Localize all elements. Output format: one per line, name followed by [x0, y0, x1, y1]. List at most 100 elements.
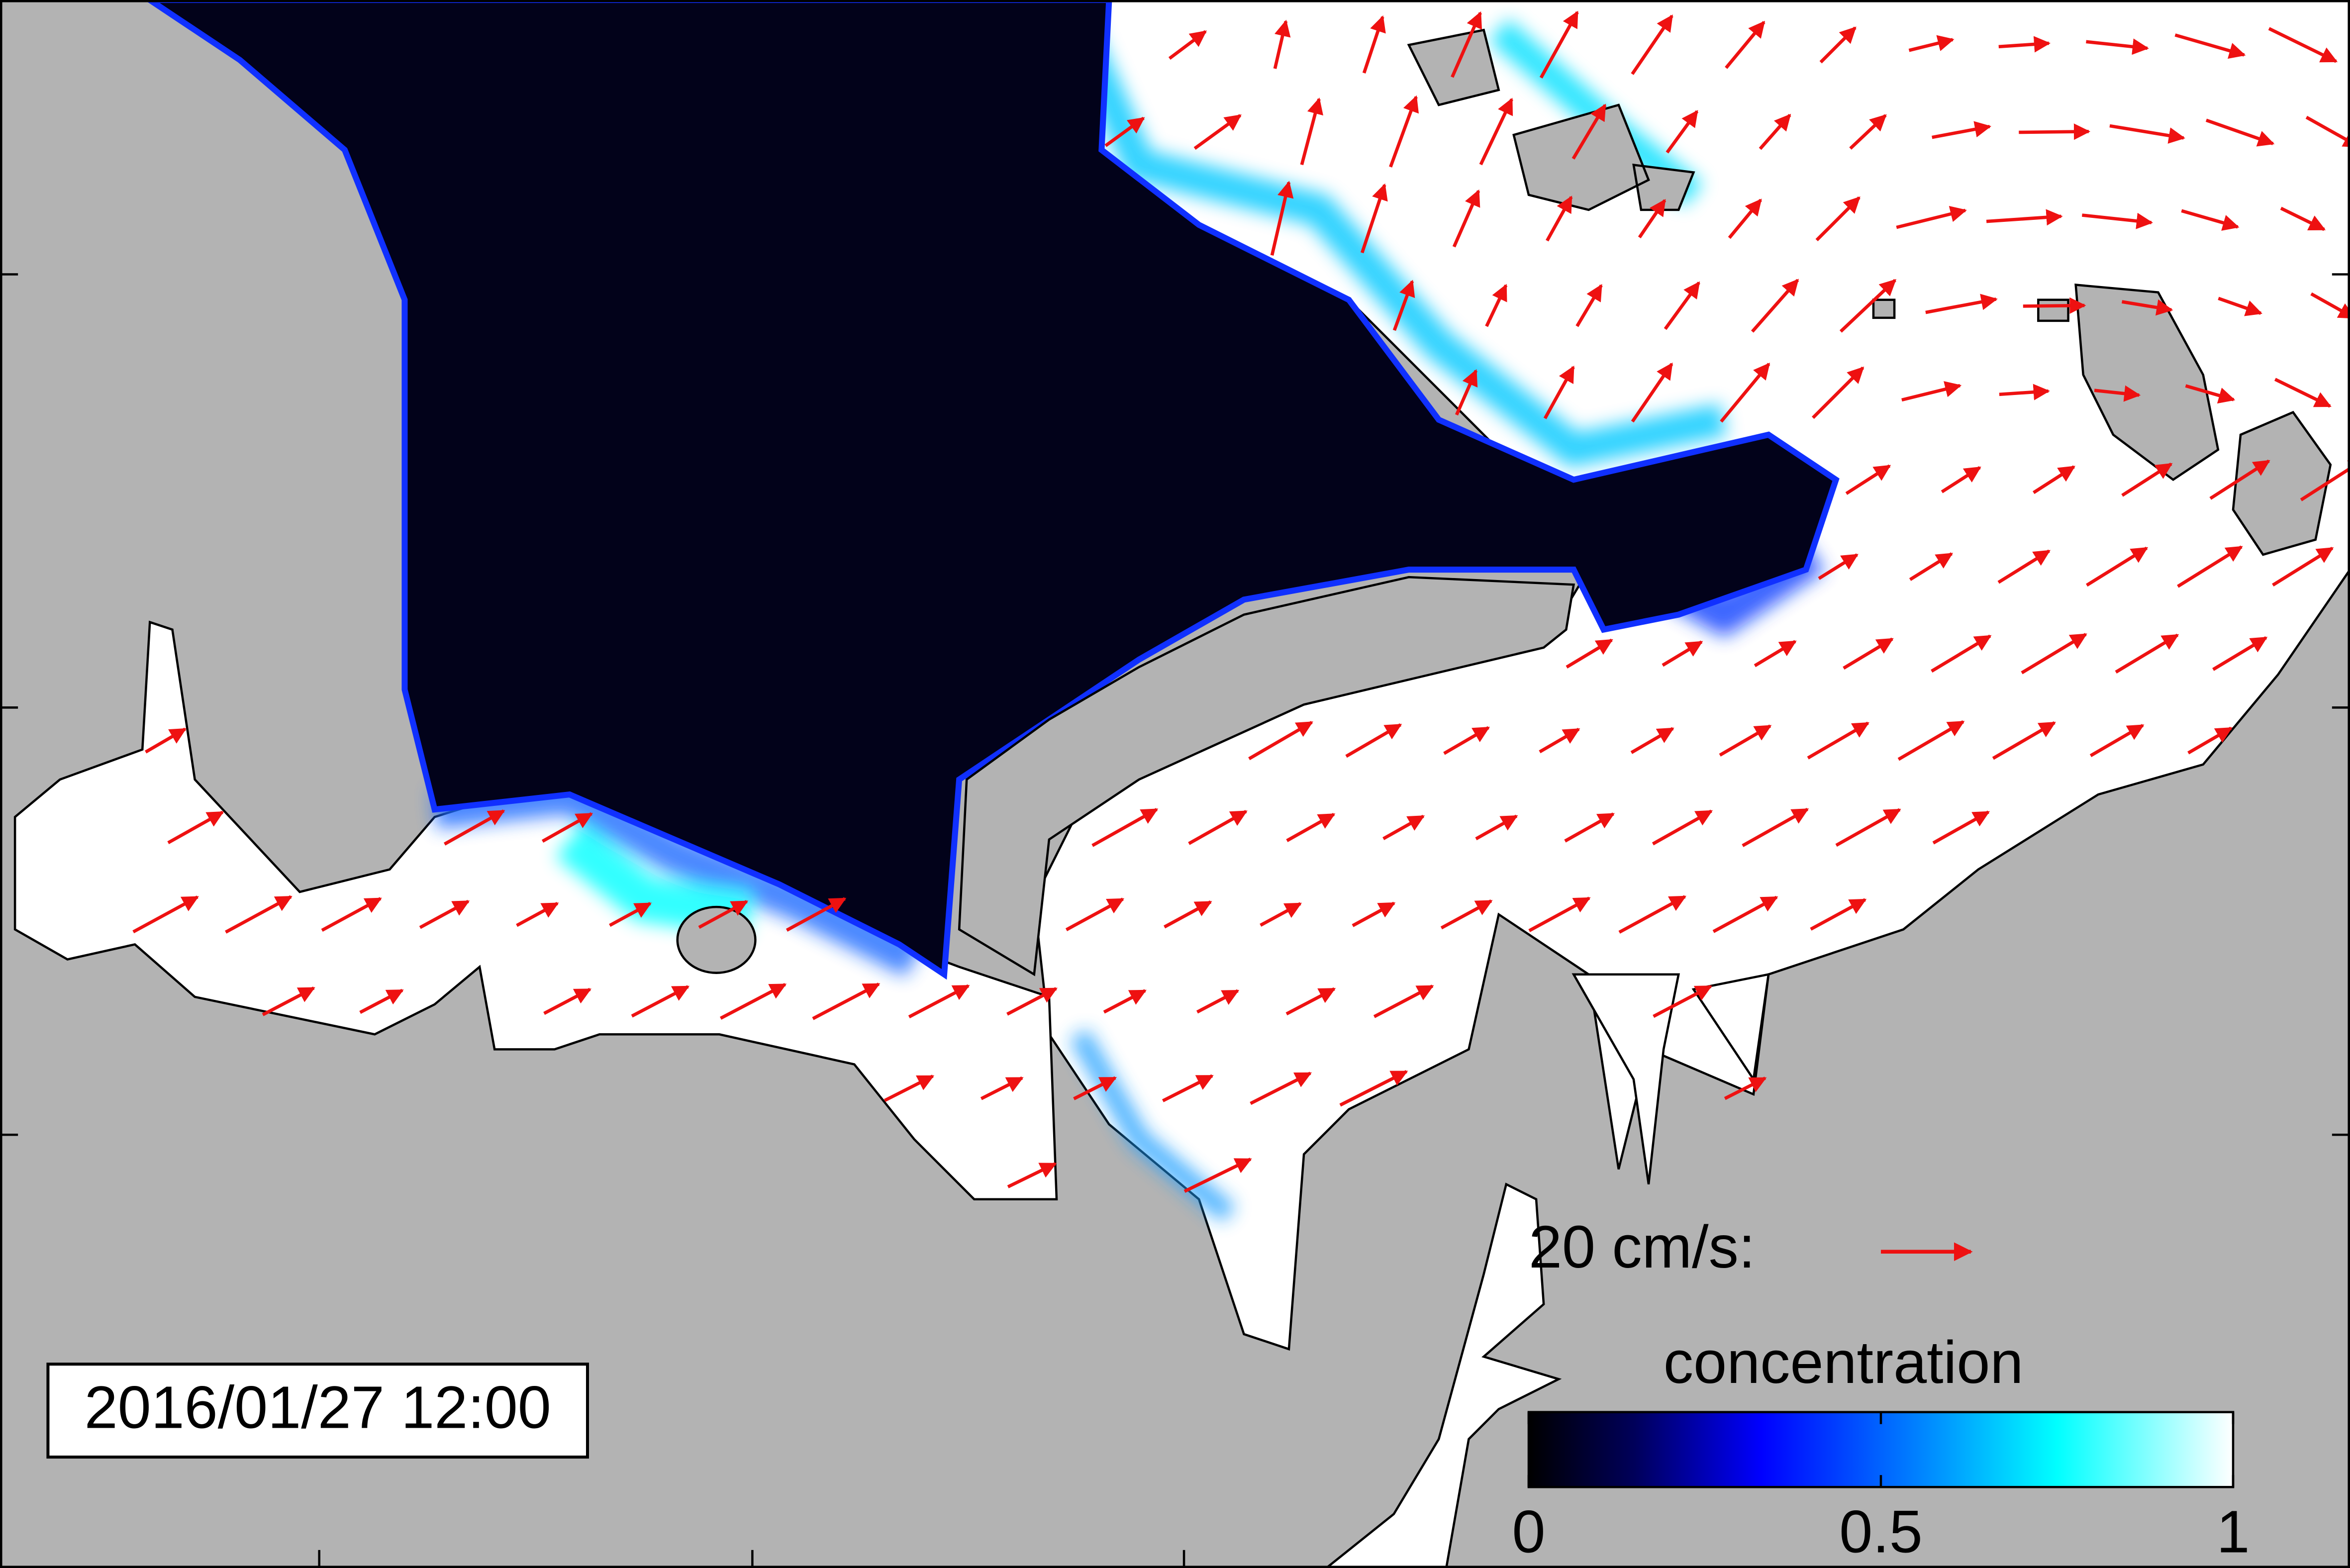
timestamp: 2016/01/27 12:00: [85, 1373, 551, 1441]
velocity-arrow: [2086, 546, 2149, 587]
velocity-arrow: [2209, 459, 2270, 500]
velocity-arrow: [1440, 899, 1493, 930]
velocity-arrow: [2280, 206, 2326, 231]
velocity-arrows: [132, 10, 2350, 1193]
velocity-arrow: [167, 810, 224, 845]
velocity-arrow: [2082, 212, 2154, 229]
velocity-arrow: [1901, 381, 1962, 402]
velocity-arrow: [1193, 114, 1242, 150]
velocity-arrow: [1664, 281, 1700, 330]
velocity-arrow: [132, 895, 199, 934]
velocity-arrow: [1931, 634, 1992, 673]
velocity-arrow: [1724, 1077, 1767, 1100]
velocity-arrow: [1897, 720, 1965, 761]
velocity-arrow: [1652, 809, 1713, 846]
velocity-arrow: [1443, 726, 1490, 755]
velocity-arrow: [2187, 726, 2233, 755]
velocity-arrow: [1065, 897, 1125, 931]
velocity-arrow: [2212, 636, 2268, 671]
velocity-arrow: [1575, 284, 1603, 327]
velocity-arrow: [1073, 1076, 1117, 1100]
open-water: [144, 0, 1840, 980]
velocity-arrow: [1382, 814, 1425, 840]
velocity-arrow: [1896, 205, 1967, 229]
velocity-arrow: [1986, 209, 2063, 226]
velocity-arrow: [609, 902, 652, 927]
velocity-arrow: [908, 984, 970, 1019]
colorbar-tick-label: 0: [1512, 1498, 1545, 1566]
velocity-arrow: [2109, 124, 2185, 144]
velocity-arrow: [1751, 279, 1799, 333]
velocity-arrow: [1528, 896, 1591, 932]
velocity-arrow: [1455, 369, 1478, 416]
velocity-arrow: [1566, 638, 1613, 669]
velocity-arrow: [1720, 362, 1770, 423]
velocity-arrow: [1360, 183, 1388, 254]
velocity-arrow: [2174, 33, 2246, 59]
velocity-arrow: [2272, 547, 2334, 587]
velocity-arrow: [1653, 984, 1712, 1018]
velocity-arrow: [1754, 640, 1797, 668]
velocity-arrow: [1273, 19, 1291, 69]
ice-region: [13, 620, 1058, 1200]
velocity-arrow: [1925, 294, 1998, 314]
velocity-arrow: [1665, 110, 1699, 154]
velocity-arrow: [262, 986, 315, 1016]
velocity-arrow: [1759, 113, 1791, 150]
velocity-arrow: [2185, 384, 2236, 404]
scale-label: 20 cm/s:: [1529, 1213, 1755, 1280]
velocity-arrow: [1451, 11, 1482, 78]
velocity-arrow: [1815, 196, 1860, 242]
velocity-arrow: [1248, 721, 1313, 761]
velocity-arrow: [2094, 385, 2141, 402]
velocity-arrow: [980, 1076, 1024, 1100]
velocity-arrow: [1819, 26, 1857, 64]
velocity-arrow: [1103, 989, 1147, 1014]
velocity-arrow: [1818, 553, 1859, 580]
velocity-arrow: [1362, 15, 1386, 74]
velocity-arrow: [1999, 384, 2050, 400]
velocity-arrow: [1839, 279, 1897, 333]
velocity-arrow: [2181, 209, 2240, 231]
velocity-arrow: [1270, 181, 1294, 256]
velocity-arrow: [2019, 123, 2091, 140]
velocity-arrow: [2121, 462, 2173, 497]
velocity-arrow: [2121, 299, 2173, 316]
velocity-arrow: [1475, 814, 1518, 841]
velocity-arrow: [1932, 810, 1990, 845]
velocity-arrow: [1539, 727, 1580, 754]
velocity-arrow: [631, 985, 690, 1018]
velocity-arrow: [1835, 808, 1901, 847]
velocity-arrow: [541, 812, 593, 843]
velocity-arrow: [698, 900, 749, 929]
velocity-arrow: [1725, 20, 1765, 69]
velocity-arrow: [883, 1075, 935, 1102]
velocity-arrow: [1164, 900, 1212, 929]
velocity-arrow: [1260, 902, 1302, 927]
island: [2037, 298, 2069, 322]
velocity-arrow: [2023, 297, 2086, 314]
velocity-arrow: [1571, 103, 1607, 160]
velocity-arrow: [1285, 987, 1336, 1016]
velocity-arrow: [1909, 552, 1954, 581]
velocity-arrow: [2310, 292, 2350, 319]
velocity-arrow: [1728, 198, 1762, 239]
velocity-arrow: [1250, 1072, 1312, 1105]
velocity-arrow: [2033, 465, 2075, 494]
velocity-arrow: [1662, 640, 1703, 667]
velocity-arrow: [1908, 35, 1955, 52]
velocity-arrow: [1719, 724, 1772, 757]
velocity-arrow: [1812, 366, 1864, 419]
velocity-arrow: [1712, 895, 1778, 933]
land: [958, 576, 1575, 977]
velocity-arrow: [1339, 1070, 1408, 1107]
velocity-arrow: [2268, 27, 2338, 63]
velocity-arrow: [2021, 633, 2087, 675]
velocity-arrow: [1631, 362, 1673, 423]
colorbar-title: concentration: [1664, 1329, 2024, 1396]
velocity-arrow: [145, 727, 187, 754]
velocity-arrow: [1286, 812, 1336, 842]
colorbar-tick-label: 1: [2216, 1498, 2250, 1566]
